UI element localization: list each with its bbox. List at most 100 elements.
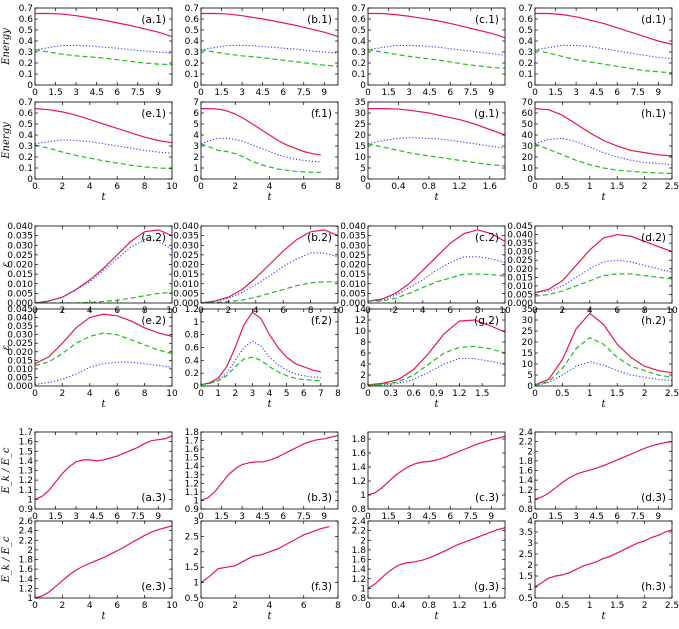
x-tick-label: 8 (335, 601, 341, 611)
x-tick-label: 2 (642, 389, 648, 399)
y-tick-label: 1.3 (185, 471, 199, 481)
panel-a3: 0 1.5 3 4.5 6 7.5 90.911.11.21.31.41.51.61.7(a… (1, 428, 173, 522)
x-tick-label: 0 (532, 88, 538, 98)
x-tick-label: 4.5 (89, 88, 103, 98)
axes-frame (534, 225, 673, 304)
series-line-2 (535, 137, 672, 166)
x-tick-label: 0 (365, 601, 371, 611)
panel-e2: 0 2 4 6 8 100.0000.0050.0100.0150.0200.0250.0… (1, 305, 178, 410)
y-tick-label: 4 (193, 131, 199, 141)
y-tick-label: 0.030 (173, 241, 199, 251)
y-tick-label: 0.6 (185, 15, 200, 25)
panel-label: (c.3) (475, 492, 499, 504)
y-tick-label: 40 (522, 131, 534, 141)
y-tick-label: 10 (355, 327, 367, 337)
y-tick-label: 0.015 (7, 270, 33, 280)
y-tick-label: 0.2 (19, 153, 33, 163)
x-tick-label: 5 (284, 389, 290, 399)
x-tick-label: 0 (532, 182, 538, 192)
series-line-1 (201, 434, 338, 502)
y-tick-label: 0.4 (352, 37, 367, 47)
y-tick-label: 1.5 (19, 447, 33, 457)
y-tick-label: 0.030 (7, 331, 33, 341)
y-tick-label: 0.8 (519, 505, 534, 515)
x-tick-label: 9 (155, 512, 161, 522)
y-tick-label: 0.2 (185, 369, 199, 379)
x-tick-label: 0.9 (429, 389, 444, 399)
x-tick-label: 4.5 (255, 88, 269, 98)
y-tick-label: 0 (527, 175, 533, 185)
x-tick-label: 8 (335, 182, 341, 192)
x-tick-label: 1 (587, 389, 593, 399)
x-tick-label: 3 (406, 88, 412, 98)
series-line-1 (535, 441, 672, 500)
series-line-1 (368, 319, 505, 386)
y-tick-label: 0.000 (173, 299, 199, 309)
series-line-2 (201, 340, 321, 386)
y-tick-label: 30 (522, 142, 534, 152)
x-tick-label: 4 (87, 601, 93, 611)
x-axis-label: t (601, 192, 606, 203)
x-tick-label: 0 (32, 512, 38, 522)
y-tick-label: 0.8 (185, 331, 200, 341)
y-tick-label: 2.4 (19, 527, 34, 537)
axes-frame (367, 7, 506, 86)
y-tick-label: 1.2 (185, 305, 199, 315)
x-tick-label: 2 (642, 182, 648, 192)
x-tick-label: 7.5 (131, 512, 145, 522)
panel-label: (f.3) (311, 581, 332, 593)
y-tick-label: 3 (527, 539, 533, 549)
x-tick-label: 2 (60, 389, 66, 399)
series-line-1 (368, 527, 505, 589)
y-tick-label: 1.8 (185, 428, 200, 438)
series-line-2 (35, 361, 172, 385)
x-tick-label: 3 (73, 88, 79, 98)
y-tick-label: 0.1 (185, 70, 199, 80)
series-line-2 (368, 137, 505, 149)
x-tick-label: 9 (321, 512, 327, 522)
y-tick-label: 0.3 (185, 48, 199, 58)
y-tick-label: 0.015 (507, 273, 533, 283)
panel-label: (d.3) (641, 492, 666, 504)
y-tick-label: 0.045 (7, 305, 33, 315)
series-line-2 (368, 44, 505, 56)
series-line-2 (535, 361, 672, 386)
y-tick-label: 0.3 (519, 48, 533, 58)
y-tick-label: 1.4 (19, 575, 34, 585)
y-tick-label: 0.5 (19, 26, 33, 36)
y-tick-label: 0 (193, 175, 199, 185)
x-tick-label: 1.5 (214, 88, 228, 98)
x-tick-label: 1.5 (610, 601, 624, 611)
x-tick-label: 2.5 (665, 601, 679, 611)
y-tick-label: 0.3 (19, 142, 33, 152)
y-tick-label: 0.000 (7, 382, 33, 392)
y-tick-label: 0.9 (185, 505, 200, 515)
y-tick-label: 0.4 (519, 37, 534, 47)
x-tick-label: 0.6 (407, 389, 422, 399)
axes-frame (534, 101, 673, 180)
x-tick-label: 7.5 (631, 88, 645, 98)
y-tick-label: 0.4 (19, 37, 34, 47)
x-tick-label: 7.5 (297, 88, 311, 98)
x-tick-label: 8 (475, 306, 481, 316)
y-tick-label: 1.4 (352, 463, 367, 473)
y-tick-label: 0.005 (7, 289, 33, 299)
series-line-1 (35, 108, 172, 144)
y-tick-label: 0.5 (185, 26, 199, 36)
panel-b1: 0 1.5 3 4.5 6 7.5 900.10.20.30.40.50.60.7(b.1) (185, 4, 339, 98)
x-tick-label: 7.5 (297, 512, 311, 522)
x-tick-label: 3 (73, 512, 79, 522)
series-line-3 (35, 144, 172, 170)
y-tick-label: 0 (527, 382, 533, 392)
panel-label: (b.3) (307, 492, 332, 504)
y-tick-label: 1.6 (19, 438, 34, 448)
x-tick-label: 6 (280, 512, 286, 522)
series-line-1 (368, 12, 505, 39)
series-line-1 (368, 435, 505, 496)
x-tick-label: 4.5 (422, 512, 436, 522)
x-tick-label: 7.5 (464, 512, 478, 522)
x-tick-label: 0 (365, 88, 371, 98)
series-line-1 (535, 108, 672, 157)
